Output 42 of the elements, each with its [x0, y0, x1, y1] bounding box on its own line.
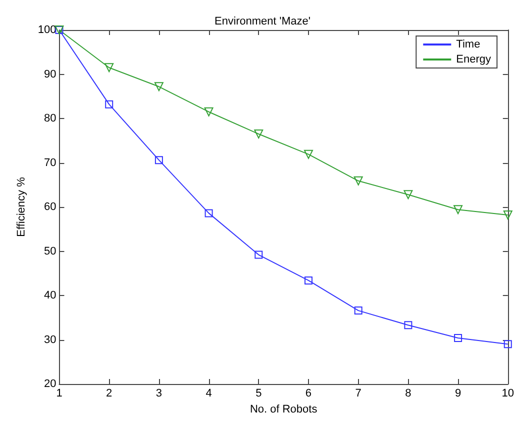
y-tick-label: 60	[44, 201, 56, 213]
point	[105, 100, 114, 108]
point	[304, 150, 313, 159]
x-tick-label: 5	[256, 388, 262, 400]
chart-title: Environment 'Maze'	[214, 16, 310, 28]
legend-label: Energy	[456, 54, 492, 66]
point	[154, 156, 163, 164]
x-tick-label: 10	[502, 388, 514, 400]
point	[354, 306, 362, 315]
x-tick-label: 9	[454, 388, 462, 400]
x-tick-label: 3	[156, 388, 162, 400]
point	[504, 340, 512, 348]
point	[454, 334, 462, 342]
y-tick-label: 50	[44, 245, 56, 258]
x-tick-label: 1	[56, 388, 62, 400]
x-tick-label: 4	[206, 388, 212, 400]
y-tick-label: 40	[44, 290, 56, 302]
y-tick-label: 30	[44, 334, 56, 346]
x-tick-label: 6	[305, 388, 312, 400]
x-axis-title: No. of Robots	[250, 404, 318, 416]
point	[104, 63, 114, 72]
point	[204, 107, 214, 116]
y-tick-label: 100	[38, 24, 56, 36]
point	[254, 250, 263, 259]
legend-label: Time	[456, 38, 480, 50]
x-tick-label: 8	[405, 388, 412, 400]
point	[454, 205, 463, 214]
y-tick-label: 80	[44, 112, 56, 124]
point	[404, 190, 413, 200]
x-tick-label: 7	[355, 388, 362, 400]
point	[354, 176, 363, 186]
point	[254, 129, 264, 138]
point	[154, 82, 164, 92]
y-axis-title: Efficiency %	[16, 176, 28, 237]
point	[204, 209, 213, 218]
point	[503, 210, 512, 220]
point	[404, 321, 412, 330]
y-tick-label: 70	[44, 156, 56, 169]
y-tick-label: 90	[44, 68, 56, 80]
x-tick-label: 2	[106, 388, 112, 400]
y-tick-label: 20	[44, 378, 56, 390]
point	[304, 276, 312, 284]
